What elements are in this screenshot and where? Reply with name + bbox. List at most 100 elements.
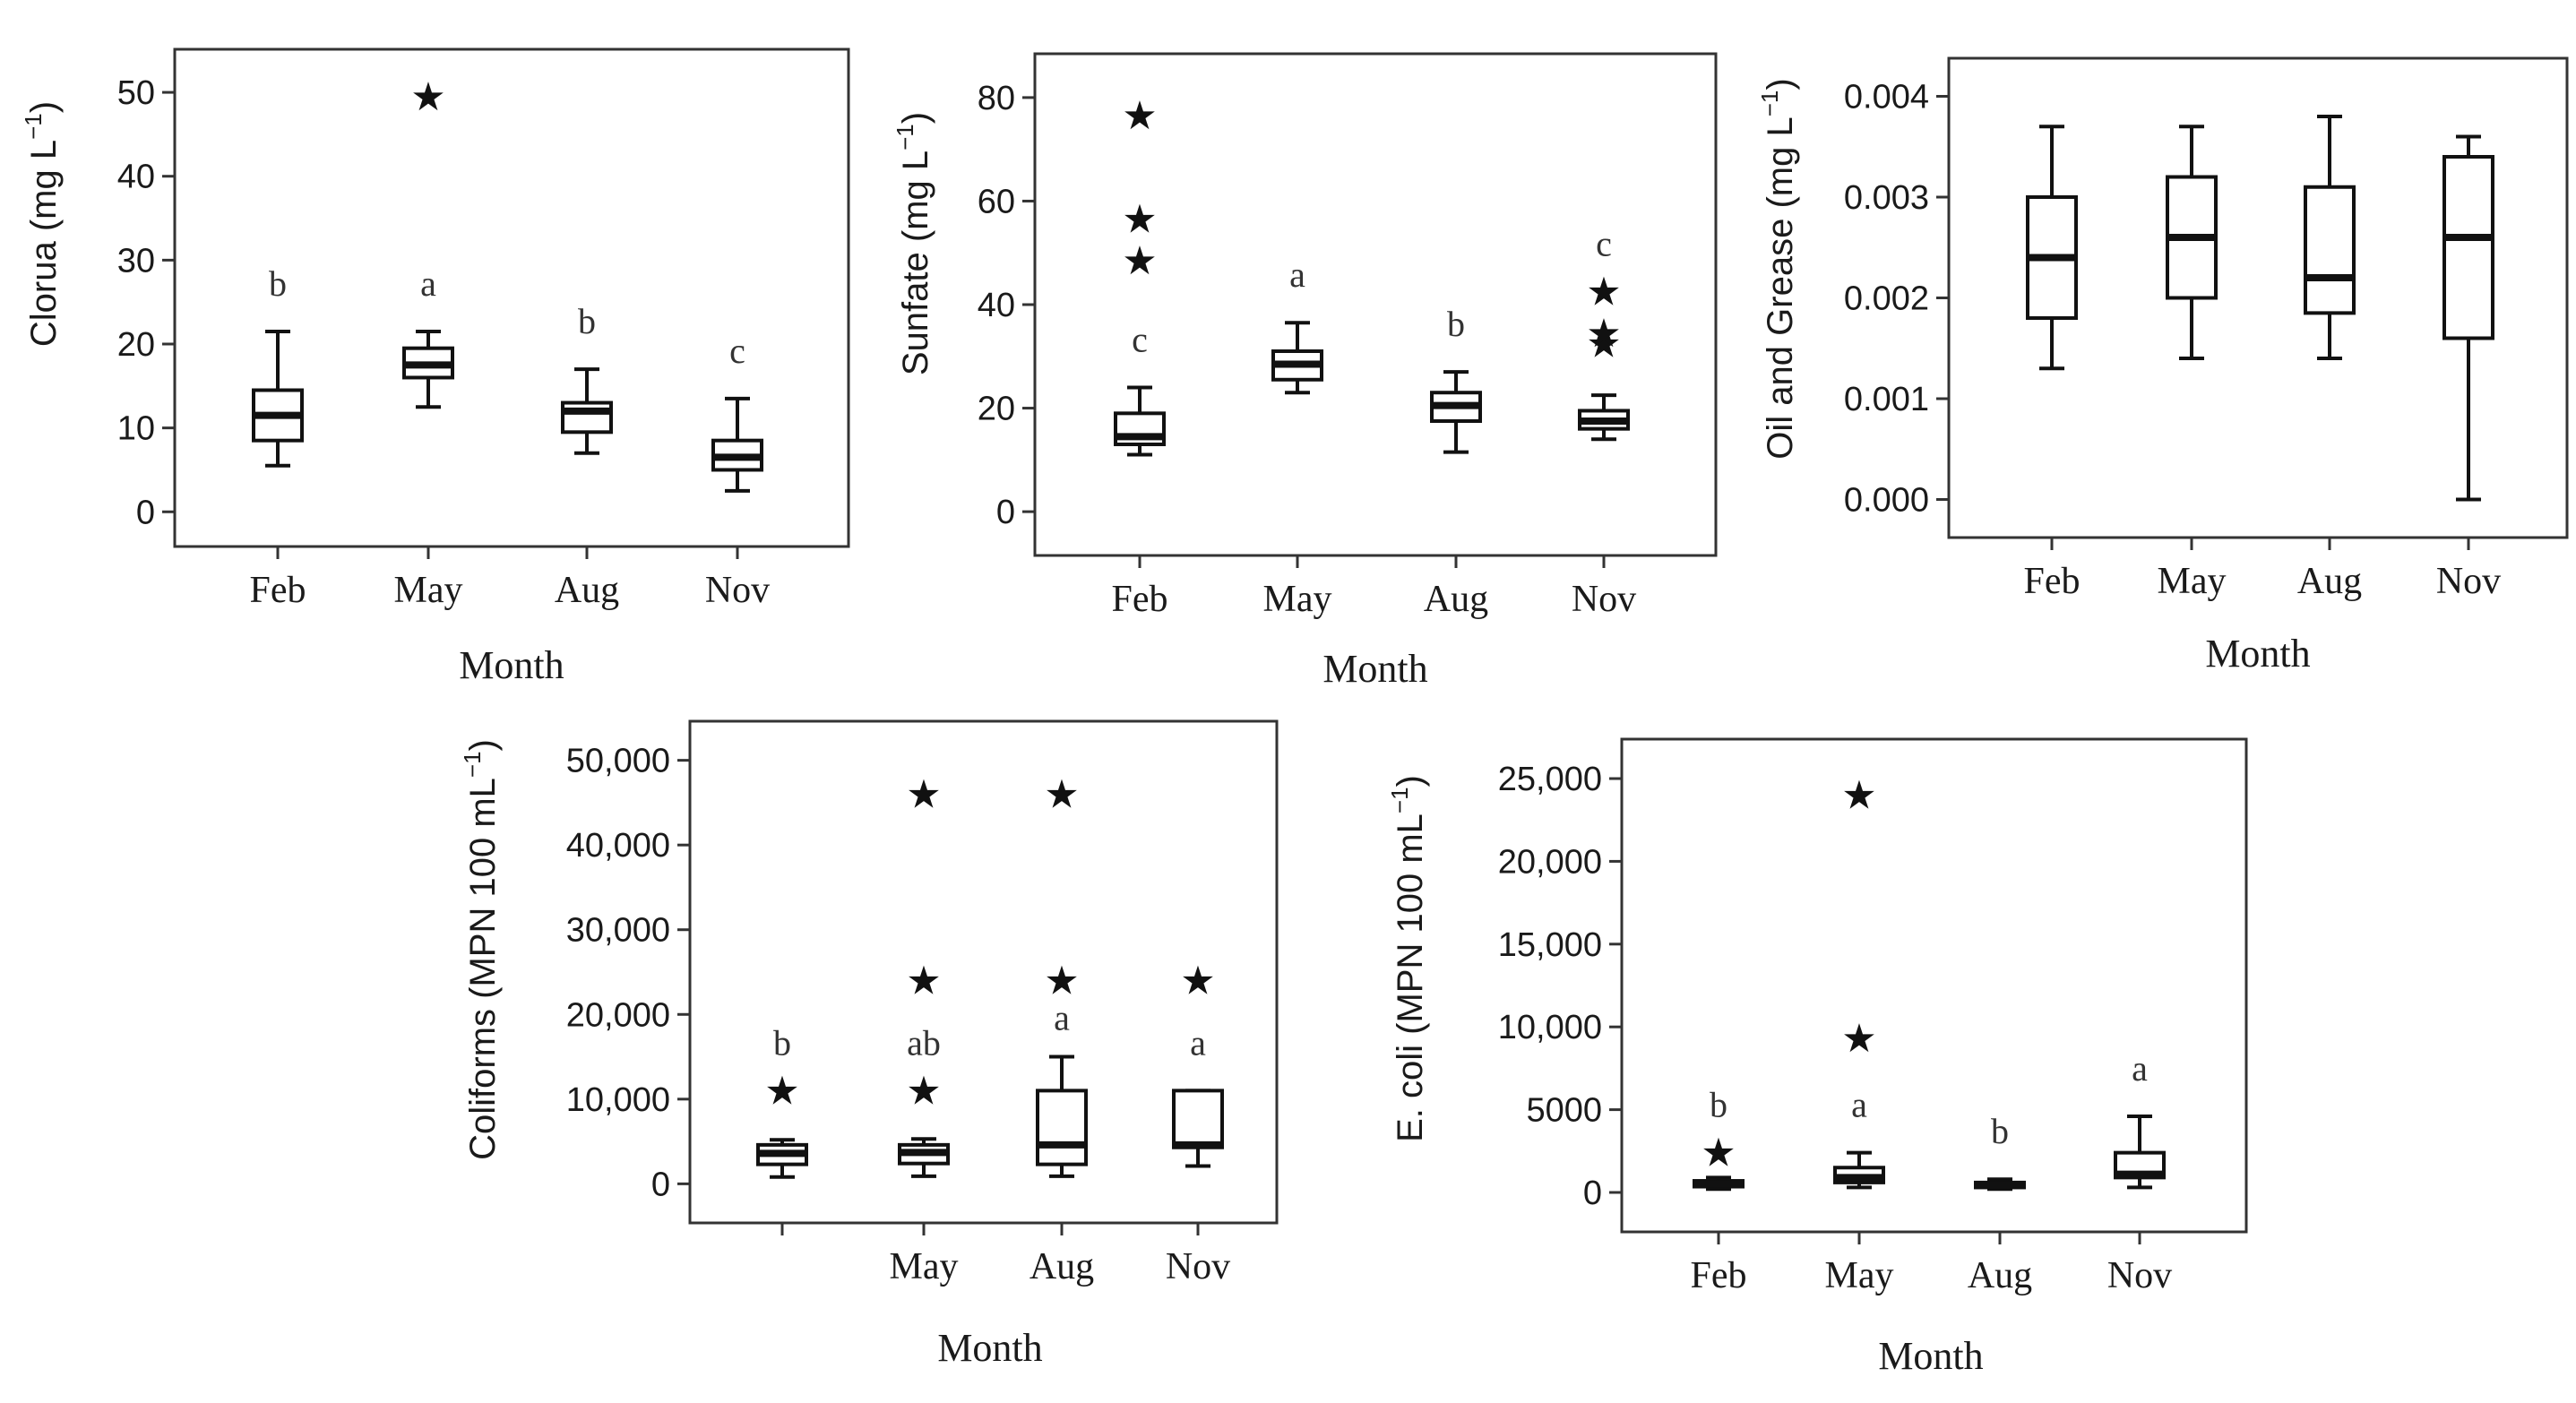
coliforms-ytick-label: 0 [651,1166,670,1203]
outlier-star: ★ [1841,1016,1876,1062]
coliforms-xtick-label: Nov [1166,1246,1230,1287]
oil_grease-ytick-label: 0.002 [1844,280,1929,318]
sunfate-ytick-label: 40 [978,287,1015,324]
sunfate-xtick-label: Aug [1424,579,1488,620]
clorua-ytick-label: 0 [136,494,155,531]
ecoli-ytick-label: 5000 [1526,1092,1602,1130]
oil_grease-y-axis-title: Oil and Grease (mg L−1) [1756,78,1800,459]
significance-letter: ab [907,1022,941,1063]
sunfate-box-feb: ★★★c [1114,93,1166,457]
clorua-ytick-label: 20 [117,326,155,364]
significance-letter: b [773,1022,791,1063]
coliforms-xtick-label: May [890,1246,959,1287]
ecoli-box-aug: b [1974,1111,2026,1192]
clorua-ytick-label: 40 [117,159,155,196]
iqr-box [561,400,613,435]
oil_grease-xtick-label: May [2158,561,2227,602]
coliforms-y-axis-title: Coliforms (MPN 100 mL−1) [459,739,503,1160]
clorua-x-axis-title: Month [459,643,564,687]
coliforms-ytick-label: 20,000 [566,996,670,1034]
ecoli-ytick-label: 15,000 [1498,926,1602,964]
sunfate-box-may: a [1271,254,1323,395]
significance-letter: b [1710,1085,1727,1125]
iqr-box [2442,155,2494,340]
clorua-y-axis-title: Clorua (mg L−1) [20,101,64,347]
significance-letter: a [420,263,436,304]
significance-letter: c [1132,319,1148,359]
ecoli-ytick-label: 0 [1583,1175,1602,1212]
clorua-xtick-label: Feb [250,570,306,611]
oil_grease-box-aug [2304,115,2356,360]
ecoli-xtick-label: May [1825,1255,1894,1296]
ecoli-box-nov: a [2114,1048,2166,1190]
outlier-star: ★ [906,958,941,1003]
coliforms-box-feb: ★b [756,1022,808,1179]
outlier-star: ★ [764,1068,799,1114]
coliforms-xtick-label: Aug [1030,1246,1094,1287]
clorua-ytick-label: 30 [117,242,155,280]
coliforms-ytick-label: 50,000 [566,743,670,780]
ecoli-y-axis-title: E. coli (MPN 100 mL−1) [1386,775,1430,1142]
sunfate-plot-frame [1033,52,1718,557]
sunfate-xtick-label: Feb [1112,579,1168,620]
ecoli-box-may: ★ ★ a [1833,773,1885,1190]
sunfate-xtick-label: May [1263,579,1332,620]
outlier-star: ★ [1841,773,1876,819]
clorua-box-feb: b [252,263,304,468]
outlier-star: ★ [1586,270,1621,315]
iqr-box [1172,1089,1224,1149]
oil_grease-box-feb [2026,125,2078,371]
sunfate-y-axis-title: Sunfate (mg L−1) [892,112,935,375]
chart-oil_grease: 0.000 0.001 0.002 0.003 0.004 Feb May Aug Nov Oil… [1756,56,2569,676]
sunfate-box-nov: ★★★c [1578,224,1630,442]
coliforms-box-nov: ★a [1172,958,1224,1168]
iqr-box [1036,1089,1088,1166]
significance-letter: b [1991,1111,2009,1151]
outlier-star: ★ [906,1068,941,1114]
clorua-xtick-label: Nov [705,570,770,611]
clorua-ytick-label: 10 [117,410,155,448]
sunfate-xtick-label: Nov [1572,579,1636,620]
sunfate-ytick-label: 0 [996,494,1015,531]
significance-letter: c [1596,224,1612,264]
ecoli-xtick-label: Feb [1691,1255,1747,1296]
coliforms-x-axis-title: Month [937,1326,1042,1370]
outlier-star: ★ [1044,771,1079,817]
oil_grease-xtick-label: Nov [2436,561,2501,602]
outlier-star: ★ [1701,1131,1736,1176]
ecoli-xtick-label: Aug [1968,1255,2032,1296]
significance-letter: a [1851,1085,1867,1125]
outlier-star: ★ [1586,311,1621,357]
chart-sunfate: 0 20 40 60 80 Feb May Aug Nov Sunfate (mg L−1) Mon… [892,52,1718,691]
outlier-star: ★ [1122,197,1157,243]
significance-letter: c [729,331,745,371]
ecoli-ytick-label: 20,000 [1498,843,1602,881]
coliforms-ytick-label: 10,000 [566,1081,670,1119]
outlier-star: ★ [1586,321,1621,366]
outlier-star: ★ [906,771,941,817]
clorua-xtick-label: May [394,570,463,611]
oil_grease-ytick-label: 0.001 [1844,381,1929,418]
oil_grease-x-axis-title: Month [2205,632,2310,676]
chart-ecoli: 0 5000 10,000 15,000 20,000 25,000 Feb May Aug No… [1386,737,2248,1378]
coliforms-box-aug: ★★a [1036,771,1088,1178]
outlier-star: ★ [410,74,445,120]
oil_grease-ytick-label: 0.003 [1844,179,1929,217]
coliforms-box-may: ★ ★ ★ ab [898,771,950,1178]
ecoli-xtick-label: Nov [2107,1255,2172,1296]
clorua-ytick-label: 50 [117,74,155,112]
chart-coliforms: 0 10,000 20,000 30,000 40,000 50,000 May Aug Nov… [459,719,1279,1370]
outlier-star: ★ [1180,958,1215,1003]
ecoli-box-feb: ★b [1693,1085,1745,1192]
outlier-star: ★ [1122,93,1157,139]
coliforms-ytick-label: 30,000 [566,912,670,950]
sunfate-x-axis-title: Month [1322,647,1427,691]
ecoli-ytick-label: 10,000 [1498,1009,1602,1046]
oil_grease-box-nov [2442,134,2494,502]
significance-letter: a [1190,1022,1206,1063]
oil_grease-ytick-label: 0.004 [1844,79,1929,116]
clorua-box-may: ★a [402,74,454,409]
sunfate-ytick-label: 20 [978,391,1015,428]
sunfate-ytick-label: 80 [978,80,1015,117]
oil_grease-xtick-label: Feb [2024,561,2081,602]
